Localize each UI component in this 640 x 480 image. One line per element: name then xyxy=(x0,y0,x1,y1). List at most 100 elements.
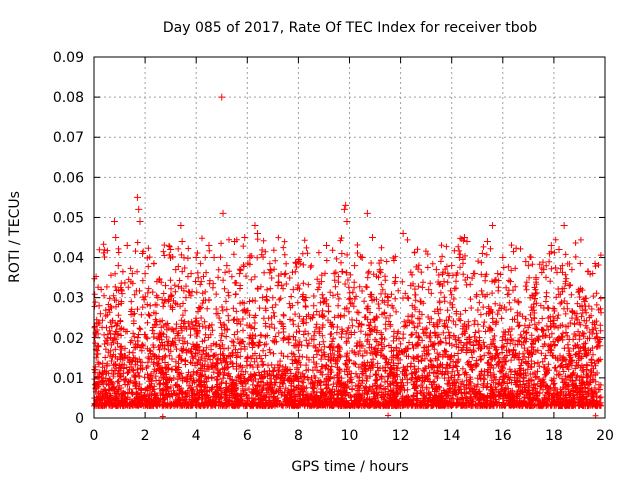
data-point xyxy=(94,350,102,358)
data-point xyxy=(210,254,218,262)
x-tick-label: 8 xyxy=(294,428,303,444)
data-point xyxy=(128,270,136,278)
data-point xyxy=(107,330,115,338)
y-tick-label: 0.09 xyxy=(53,50,84,66)
data-points xyxy=(91,93,604,386)
data-point xyxy=(555,246,563,254)
data-point xyxy=(205,242,213,250)
data-point xyxy=(363,209,371,217)
data-point xyxy=(432,266,440,274)
data-point xyxy=(494,270,502,278)
data-point xyxy=(182,294,190,302)
data-point xyxy=(407,282,415,290)
data-point xyxy=(172,266,180,274)
data-point xyxy=(266,266,274,274)
data-point xyxy=(514,298,522,306)
data-point xyxy=(338,250,346,258)
y-tick-label: 0.06 xyxy=(53,170,84,186)
data-point xyxy=(455,254,463,262)
data-point xyxy=(112,234,120,241)
data-point xyxy=(274,282,282,290)
data-point xyxy=(136,217,144,225)
data-point xyxy=(540,266,548,274)
data-point xyxy=(524,262,532,270)
data-point xyxy=(448,262,456,270)
data-point xyxy=(581,298,589,306)
data-point xyxy=(95,302,103,310)
data-point xyxy=(399,229,407,237)
scatter-cloud-markers xyxy=(91,234,604,420)
data-point xyxy=(588,326,596,334)
data-point xyxy=(187,270,195,278)
data-point xyxy=(317,278,325,286)
data-point xyxy=(302,294,310,302)
data-point xyxy=(96,310,104,318)
data-point xyxy=(417,298,425,306)
data-point xyxy=(351,262,359,270)
data-point xyxy=(532,274,540,282)
x-tick-label: 10 xyxy=(341,428,359,444)
y-tick-label: 0 xyxy=(75,411,84,427)
y-tick-label: 0.08 xyxy=(53,90,84,106)
data-point xyxy=(219,209,227,217)
y-tick-label: 0.03 xyxy=(53,291,84,307)
data-point xyxy=(391,274,399,282)
data-point xyxy=(146,302,154,310)
data-point xyxy=(342,201,350,209)
x-tick-label: 4 xyxy=(192,428,201,444)
data-point xyxy=(236,270,244,278)
data-point xyxy=(593,334,601,342)
data-point xyxy=(289,286,297,294)
data-point xyxy=(197,278,205,286)
data-point xyxy=(471,270,479,278)
x-tick-label: 0 xyxy=(90,428,99,444)
data-point xyxy=(483,238,491,246)
data-point xyxy=(223,262,231,270)
y-tick-label: 0.01 xyxy=(53,371,84,387)
data-point xyxy=(340,205,348,213)
data-point xyxy=(478,250,486,258)
data-point xyxy=(259,294,267,302)
x-axis-label: GPS time / hours xyxy=(291,459,408,475)
y-tick-label: 0.04 xyxy=(53,251,84,267)
data-point xyxy=(154,294,162,302)
data-point xyxy=(139,250,147,258)
data-point xyxy=(167,246,175,254)
data-point xyxy=(384,294,392,302)
data-point xyxy=(376,266,384,274)
data-point xyxy=(547,242,555,250)
data-point xyxy=(118,290,126,298)
data-point xyxy=(440,278,448,286)
data-point xyxy=(178,238,186,246)
data-point xyxy=(522,258,530,266)
data-point xyxy=(141,270,149,278)
chart-title: Day 085 of 2017, Rate Of TEC Index for r… xyxy=(163,20,537,36)
data-point xyxy=(192,254,200,262)
data-point xyxy=(114,262,122,270)
data-point xyxy=(254,229,262,237)
data-point xyxy=(368,234,376,241)
data-point xyxy=(98,378,106,386)
x-tick-label: 18 xyxy=(545,428,563,444)
x-tick-label: 6 xyxy=(243,428,252,444)
data-point xyxy=(506,278,514,286)
data-point xyxy=(91,366,99,374)
data-point xyxy=(135,205,143,213)
data-point xyxy=(463,238,471,246)
data-point xyxy=(330,270,338,278)
data-point xyxy=(560,221,568,229)
data-point xyxy=(133,193,141,201)
data-point xyxy=(358,254,366,262)
data-point xyxy=(499,254,507,262)
data-point xyxy=(246,254,254,262)
x-tick-label: 16 xyxy=(494,428,512,444)
y-tick-label: 0.02 xyxy=(53,331,84,347)
data-point xyxy=(123,242,131,250)
y-axis-label: ROTI / TECUs xyxy=(7,191,23,283)
data-point xyxy=(218,93,226,101)
data-point xyxy=(294,258,302,266)
data-point xyxy=(565,282,573,290)
x-tick-label: 20 xyxy=(596,428,614,444)
data-point xyxy=(323,242,331,250)
scatter-cloud xyxy=(91,234,604,420)
